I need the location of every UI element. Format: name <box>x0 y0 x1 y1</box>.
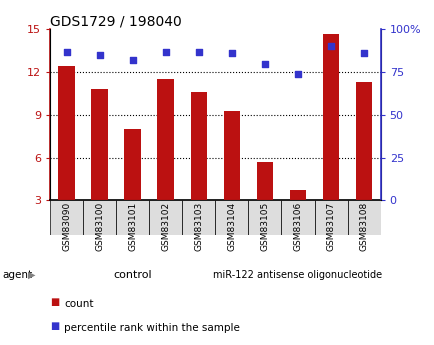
Bar <box>149 200 182 235</box>
Bar <box>190 92 207 200</box>
Bar <box>223 111 240 200</box>
Bar <box>157 79 174 200</box>
Bar <box>281 200 314 235</box>
Point <box>261 61 268 66</box>
Point <box>96 52 103 58</box>
Text: miR-122 antisense oligonucleotide: miR-122 antisense oligonucleotide <box>213 270 381 280</box>
Point <box>294 71 301 77</box>
Point <box>360 50 367 56</box>
Text: GDS1729 / 198040: GDS1729 / 198040 <box>50 14 181 28</box>
Text: GSM83102: GSM83102 <box>161 202 170 251</box>
Text: ■: ■ <box>50 297 59 307</box>
Point <box>162 49 169 54</box>
Point <box>228 50 235 56</box>
Text: percentile rank within the sample: percentile rank within the sample <box>64 323 240 333</box>
Text: count: count <box>64 299 94 309</box>
Text: GSM83104: GSM83104 <box>227 202 236 251</box>
Bar <box>58 66 75 200</box>
Text: GSM83108: GSM83108 <box>359 202 368 252</box>
Bar <box>215 200 248 235</box>
Bar <box>355 82 372 200</box>
Point <box>327 44 334 49</box>
Text: agent: agent <box>2 270 32 280</box>
Text: GSM83103: GSM83103 <box>194 202 203 252</box>
Text: GSM83101: GSM83101 <box>128 202 137 252</box>
Point <box>63 49 70 54</box>
Bar <box>50 200 83 235</box>
Bar <box>124 129 141 200</box>
Text: GSM83090: GSM83090 <box>62 202 71 252</box>
Text: control: control <box>113 270 151 280</box>
Text: GSM83100: GSM83100 <box>95 202 104 252</box>
Text: ■: ■ <box>50 321 59 331</box>
Text: ▶: ▶ <box>28 270 36 280</box>
Bar <box>83 200 116 235</box>
Text: GSM83107: GSM83107 <box>326 202 335 252</box>
Point <box>129 57 136 63</box>
Bar <box>289 190 306 200</box>
Bar <box>91 89 108 200</box>
Point <box>195 49 202 54</box>
Bar <box>182 200 215 235</box>
Text: GSM83105: GSM83105 <box>260 202 269 252</box>
Bar <box>248 200 281 235</box>
Text: GSM83106: GSM83106 <box>293 202 302 252</box>
Bar <box>116 200 149 235</box>
Bar <box>256 162 273 200</box>
Bar <box>322 33 339 200</box>
Bar <box>314 200 347 235</box>
Bar <box>347 200 380 235</box>
